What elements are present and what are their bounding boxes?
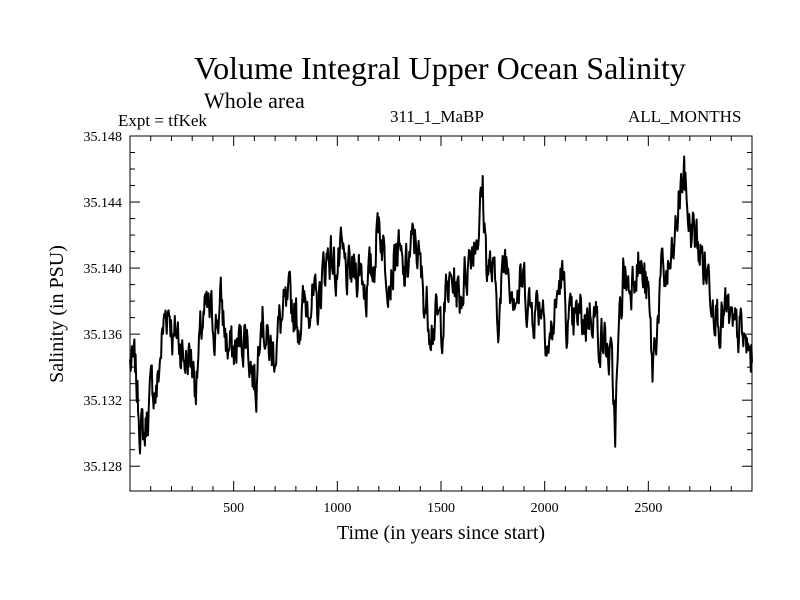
x-tick-label: 2000 xyxy=(531,501,559,516)
x-axis-label: Time (in years since start) xyxy=(336,522,546,544)
y-tick-label: 35.136 xyxy=(84,328,123,343)
experiment-label: Expt = tfKek xyxy=(118,111,207,130)
y-tick-label: 35.132 xyxy=(84,394,123,409)
y-tick-label: 35.140 xyxy=(84,262,123,277)
salinity-series-line xyxy=(129,155,753,455)
x-tick-label: 1000 xyxy=(323,501,351,516)
x-tick-label: 2500 xyxy=(634,501,662,516)
chart-title: Volume Integral Upper Ocean Salinity xyxy=(194,50,686,86)
x-tick-label: 1500 xyxy=(427,501,455,516)
x-tick-label: 500 xyxy=(223,501,244,516)
run-id-label: 311_1_MaBP xyxy=(390,107,484,126)
y-tick-label: 35.128 xyxy=(84,460,123,475)
chart-subtitle: Whole area xyxy=(204,88,305,113)
y-tick-label: 35.148 xyxy=(84,130,123,145)
y-tick-label: 35.144 xyxy=(84,196,123,211)
months-label: ALL_MONTHS xyxy=(628,107,742,126)
